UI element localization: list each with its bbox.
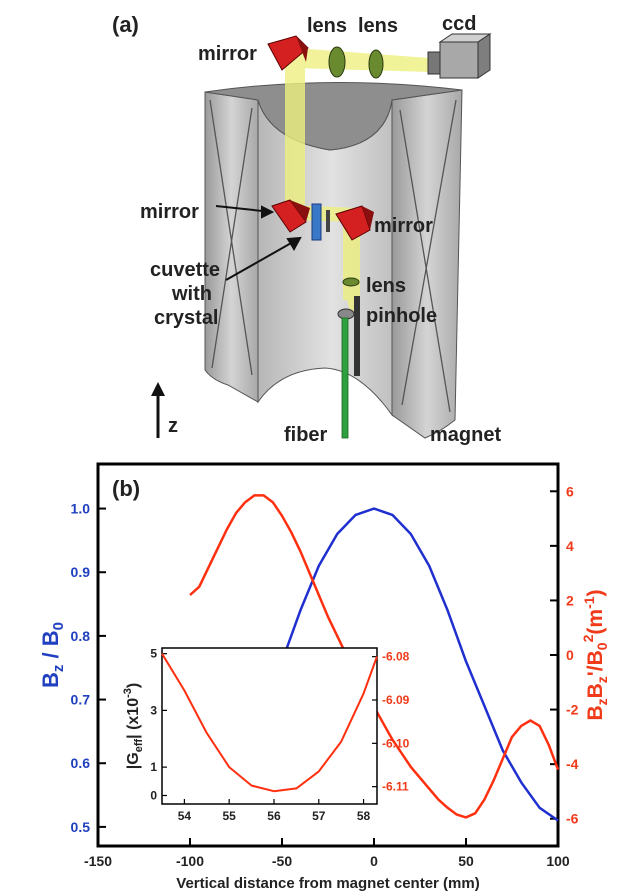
label-magnet: magnet [430, 424, 501, 446]
x-tick-label: 50 [458, 853, 474, 869]
light-beam [285, 48, 430, 318]
label-cuvette-line2: with [171, 283, 212, 305]
inset-x-tick-label: 54 [178, 809, 192, 823]
inset-y-left-tick-label: 0 [150, 788, 157, 802]
label-lens-lower: lens [366, 275, 406, 297]
mirror-left [271, 199, 310, 233]
x-axis-label: Vertical distance from magnet center (mm… [176, 875, 479, 892]
inset-series-line-geff [161, 653, 378, 793]
cuvette [311, 203, 322, 241]
label-mirror-top: mirror [198, 43, 257, 65]
label-ccd: ccd [442, 13, 476, 35]
label-mirror-left: mirror [140, 201, 199, 223]
inset-series [161, 653, 378, 793]
x-tick-label: 100 [546, 853, 570, 869]
inset-y-right-axis-ticks: -6.08 -6.09 -6.10 -6.11 [372, 650, 410, 794]
magnet-outer-left-wall [204, 91, 259, 403]
panel-a-label: (a) [112, 12, 139, 37]
x-axis-ticks: -150 -100 -50 0 50 100 [84, 838, 570, 869]
label-mirror-right: mirror [374, 215, 433, 237]
inset-y-left-tick-label: 3 [150, 703, 157, 717]
pinhole-holder [354, 296, 360, 376]
inset-x-tick-label: 55 [223, 809, 237, 823]
y-right-tick-label: -2 [566, 702, 579, 718]
mirror-right [335, 205, 374, 241]
x-tick-label: -100 [176, 853, 204, 869]
label-z-axis: z [168, 415, 178, 437]
y-right-axis-ticks: -6 -4 -2 0 2 4 6 [550, 483, 579, 827]
y-right-tick-label: -4 [566, 756, 579, 772]
magnet-winding-lines [209, 99, 457, 413]
label-cuvette-line3: crystal [154, 307, 219, 329]
ccd-camera [427, 33, 492, 79]
label-cuvette-line1: cuvette [150, 259, 220, 281]
y-right-tick-label: 4 [566, 538, 574, 554]
y-left-tick-label: 0.6 [71, 755, 91, 771]
panel-b-label: (b) [112, 476, 140, 501]
inset-y-right-tick-label: -6.09 [382, 693, 410, 707]
y-left-tick-label: 0.9 [71, 564, 91, 580]
inset-x-axis-ticks: 54 55 56 57 58 [178, 799, 371, 823]
pinhole [337, 308, 355, 320]
lens-2 [368, 49, 384, 79]
y-right-axis-label: BzBz'/B02(m-1) [580, 589, 610, 720]
magnet [204, 81, 463, 439]
z-axis-arrow [151, 382, 165, 438]
x-tick-label: -150 [84, 853, 112, 869]
y-right-tick-label: 6 [566, 483, 574, 499]
inset-x-tick-label: 57 [312, 809, 326, 823]
panel-a-schematic: (a) [112, 12, 501, 446]
fiber [341, 317, 349, 439]
y-left-tick-label: 0.8 [71, 628, 91, 644]
inset-y-right-tick-label: -6.08 [382, 650, 410, 664]
label-fiber: fiber [284, 424, 328, 446]
y-left-axis-ticks: 0.5 0.6 0.7 0.8 0.9 1.0 [71, 501, 106, 835]
inset-y-left-axis-label: |Geff| (x10-3) [122, 683, 145, 769]
inset-frame [161, 647, 378, 805]
y-right-tick-label: 0 [566, 647, 574, 663]
crystal-plate [326, 210, 330, 232]
inset-y-left-tick-label: 5 [150, 647, 157, 661]
panel-b-chart: (b) -150 -100 -50 0 50 100 0.50.60.70.80.91.0… [38, 462, 610, 892]
y-left-axis-label: Bz / B0 [38, 622, 67, 688]
x-tick-label: -50 [272, 853, 292, 869]
inset-y-right-tick-label: -6.10 [382, 736, 410, 750]
y-left-tick-label: 1.0 [71, 501, 91, 517]
label-lens-1: lens [307, 15, 347, 37]
lens-1 [328, 46, 346, 78]
x-tick-label: 0 [370, 853, 378, 869]
inset-x-tick-label: 56 [267, 809, 281, 823]
inset-chart: 54 55 56 57 58 0 1 3 5 -6.08 -6.09 -6.10 -6.11 |Ge… [122, 647, 410, 823]
mirror-top [267, 35, 309, 71]
y-right-tick-label: -6 [566, 811, 579, 827]
lens-in-bore [342, 277, 360, 287]
y-right-tick-label: 2 [566, 592, 574, 608]
y-left-tick-label: 0.7 [71, 692, 91, 708]
inset-y-right-tick-label: -6.11 [382, 780, 409, 794]
pointer-arrows [215, 205, 302, 281]
label-pinhole: pinhole [366, 305, 437, 327]
inset-x-tick-label: 58 [357, 809, 371, 823]
inset-y-left-tick-label: 1 [150, 760, 157, 774]
y-left-tick-label: 0.5 [71, 819, 91, 835]
label-lens-2: lens [358, 15, 398, 37]
